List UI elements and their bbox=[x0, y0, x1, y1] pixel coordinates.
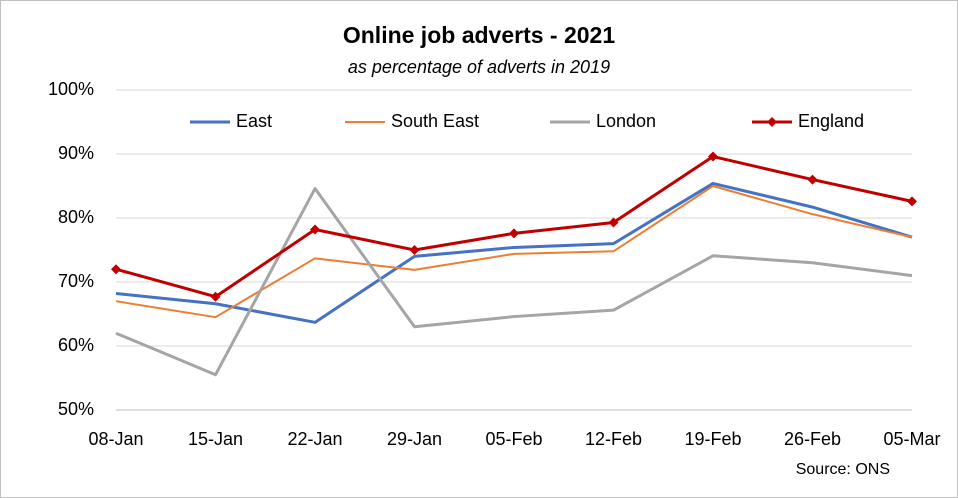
series-marker bbox=[907, 196, 917, 207]
source-note: Source: ONS bbox=[796, 461, 890, 478]
y-tick-label: 60% bbox=[58, 335, 94, 355]
series-line bbox=[115, 187, 913, 377]
x-tick-label: 05-Feb bbox=[485, 429, 542, 449]
series-marker bbox=[708, 151, 718, 162]
x-tick-label: 15-Jan bbox=[188, 429, 243, 449]
y-tick-label: 90% bbox=[58, 143, 94, 163]
chart-subtitle: as percentage of adverts in 2019 bbox=[348, 57, 610, 77]
series-marker bbox=[807, 174, 818, 185]
series-marker bbox=[409, 245, 420, 255]
series-marker bbox=[210, 291, 221, 302]
y-tick-label: 50% bbox=[58, 399, 94, 419]
legend-label: England bbox=[798, 111, 864, 131]
series-line bbox=[115, 185, 913, 319]
chart-title: Online job adverts - 2021 bbox=[343, 22, 615, 48]
x-tick-label: 08-Jan bbox=[88, 429, 143, 449]
x-tick-label: 26-Feb bbox=[784, 429, 841, 449]
x-tick-label: 12-Feb bbox=[585, 429, 642, 449]
legend-marker bbox=[767, 117, 777, 127]
x-tick-label: 05-Mar bbox=[883, 429, 940, 449]
series-marker bbox=[509, 228, 519, 239]
y-tick-label: 80% bbox=[58, 207, 94, 227]
legend-label: East bbox=[236, 111, 272, 131]
legend-label: London bbox=[596, 111, 656, 131]
series-marker bbox=[310, 224, 320, 235]
y-tick-label: 70% bbox=[58, 271, 94, 291]
x-tick-label: 29-Jan bbox=[387, 429, 442, 449]
series-marker bbox=[111, 264, 121, 275]
x-tick-label: 22-Jan bbox=[287, 429, 342, 449]
x-tick-label: 19-Feb bbox=[684, 429, 741, 449]
series-marker bbox=[608, 217, 619, 228]
legend-label: South East bbox=[391, 111, 479, 131]
y-tick-label: 100% bbox=[48, 79, 94, 99]
